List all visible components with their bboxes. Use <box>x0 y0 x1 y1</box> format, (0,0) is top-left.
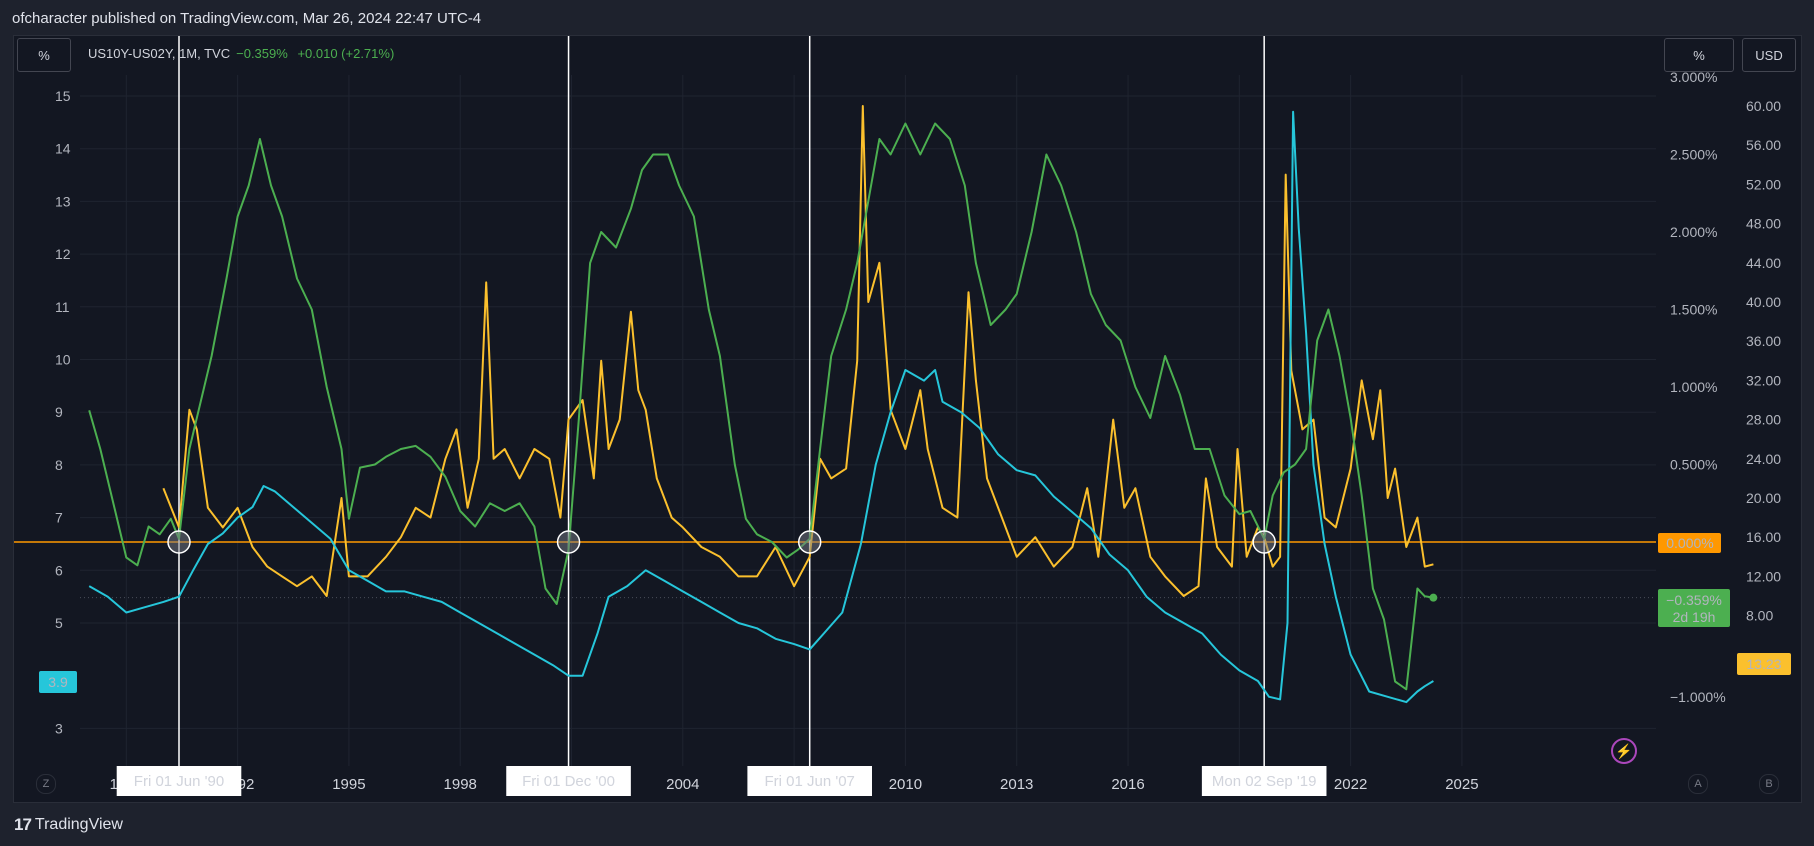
rate-last-badge <box>39 671 77 693</box>
left-axis-tick: 15 <box>55 88 71 104</box>
x-axis-tick: 1998 <box>444 776 477 793</box>
date-label: Fri 01 Jun '90 <box>134 773 224 790</box>
right-axis-tick: 12.00 <box>1746 568 1781 584</box>
date-label-bg <box>747 766 872 796</box>
vix-last-badge-text: 13.23 <box>1746 656 1781 672</box>
date-label: Mon 02 Sep '19 <box>1212 773 1317 790</box>
x-axis-tick: 2004 <box>666 776 699 793</box>
percent-axis-tick: 1.500% <box>1670 302 1717 318</box>
date-label-bg <box>506 766 631 796</box>
publish-info: ofcharacter published on TradingView.com… <box>12 10 482 27</box>
intersection-marker <box>1252 530 1276 554</box>
right-axis-tick: 16.00 <box>1746 529 1781 545</box>
chart-frame <box>13 35 1802 803</box>
lightning-icon[interactable]: ⚡ <box>1611 738 1637 764</box>
intersection-marker <box>167 530 191 554</box>
left-axis-tick: 13 <box>55 193 71 209</box>
right-axis-tick: 32.00 <box>1746 372 1781 388</box>
log-scale-button[interactable]: B <box>1759 774 1779 794</box>
percent-axis-tick: 1.000% <box>1670 379 1717 395</box>
grid-lines <box>80 75 1656 766</box>
right-axis-tick: 28.00 <box>1746 412 1781 428</box>
series-legend: US10Y-US02Y, 1M, TVC −0.359% +0.010 (+2.7… <box>88 46 394 61</box>
x-axis-tick: 2025 <box>1445 776 1478 793</box>
left-axis-tick: 12 <box>55 246 71 262</box>
intersection-marker <box>556 530 581 554</box>
date-label: Fri 01 Dec '00 <box>522 773 615 790</box>
right-axis-tick: 20.00 <box>1746 490 1781 506</box>
right-axis-tick: 8.00 <box>1746 608 1773 624</box>
right-axis-tick: 40.00 <box>1746 294 1781 310</box>
left-axis-tick: 8 <box>55 457 63 473</box>
right-axis-tick: 36.00 <box>1746 333 1781 349</box>
left-axis-tick: 10 <box>55 352 71 368</box>
legend-value: −0.359% <box>236 46 288 61</box>
left-scale-button[interactable]: % <box>17 38 71 72</box>
date-label: Fri 01 Jun '07 <box>764 773 854 790</box>
x-axis-tick: 2013 <box>1000 776 1033 793</box>
rate-last-badge-text: 3.9 <box>48 674 68 690</box>
left-axis-tick: 6 <box>55 562 63 578</box>
series-line-us10y-us02y <box>88 122 1434 691</box>
date-label-bg <box>1201 766 1327 796</box>
zero-line-badge-text: 0.000% <box>1666 535 1713 551</box>
right-axis-tick: 52.00 <box>1746 176 1781 192</box>
intersection-marker <box>797 530 822 554</box>
left-axis-tick: 3 <box>55 720 63 736</box>
auto-scale-button[interactable]: A <box>1688 774 1708 794</box>
vix-last-badge <box>1737 653 1791 675</box>
percent-axis-tick: 3.000% <box>1670 69 1717 85</box>
left-axis-tick: 7 <box>55 510 63 526</box>
series-line-rate <box>88 110 1434 704</box>
footer-brand: 17 TradingView <box>14 815 123 835</box>
right-axis-tick: 48.00 <box>1746 216 1781 232</box>
x-axis-tick: 2010 <box>889 776 922 793</box>
left-axis-tick: 9 <box>55 404 63 420</box>
left-axis-tick: 11 <box>55 299 70 315</box>
x-axis-tick: 2016 <box>1111 776 1144 793</box>
right-axis-tick: 56.00 <box>1746 137 1781 153</box>
left-axis-tick: 5 <box>55 615 63 631</box>
right-axis-tick: 24.00 <box>1746 451 1781 467</box>
footer-brand-label: TradingView <box>34 816 123 833</box>
currency-button[interactable]: USD <box>1742 38 1796 72</box>
percent-axis-tick: 0.500% <box>1670 457 1717 473</box>
spread-last-badge <box>1658 589 1730 627</box>
legend-change: +0.010 (+2.71%) <box>297 46 395 61</box>
percent-axis-tick: 2.000% <box>1670 224 1717 240</box>
zero-line-badge <box>1658 533 1721 553</box>
right-axis-tick: 60.00 <box>1746 98 1781 114</box>
right-scale-button[interactable]: % <box>1664 38 1734 72</box>
percent-axis-tick: −1.000% <box>1670 689 1726 705</box>
x-axis-tick: 2022 <box>1334 776 1367 793</box>
left-axis-tick: 14 <box>55 141 71 157</box>
series-line-vix <box>162 105 1434 597</box>
tradingview-logo-icon: 17 <box>14 815 32 834</box>
right-axis-tick: 44.00 <box>1746 255 1781 271</box>
x-axis-tick: 1995 <box>332 776 365 793</box>
zoom-reset-button[interactable]: Z <box>36 774 56 794</box>
legend-symbol: US10Y-US02Y, 1M, TVC <box>88 46 231 61</box>
series-last-point <box>1429 593 1438 602</box>
percent-axis-tick: 2.500% <box>1670 147 1717 163</box>
date-label-bg <box>116 766 242 796</box>
spread-last-badge-text: −0.359% <box>1666 592 1722 608</box>
spread-countdown-text: 2d 19h <box>1673 609 1716 625</box>
